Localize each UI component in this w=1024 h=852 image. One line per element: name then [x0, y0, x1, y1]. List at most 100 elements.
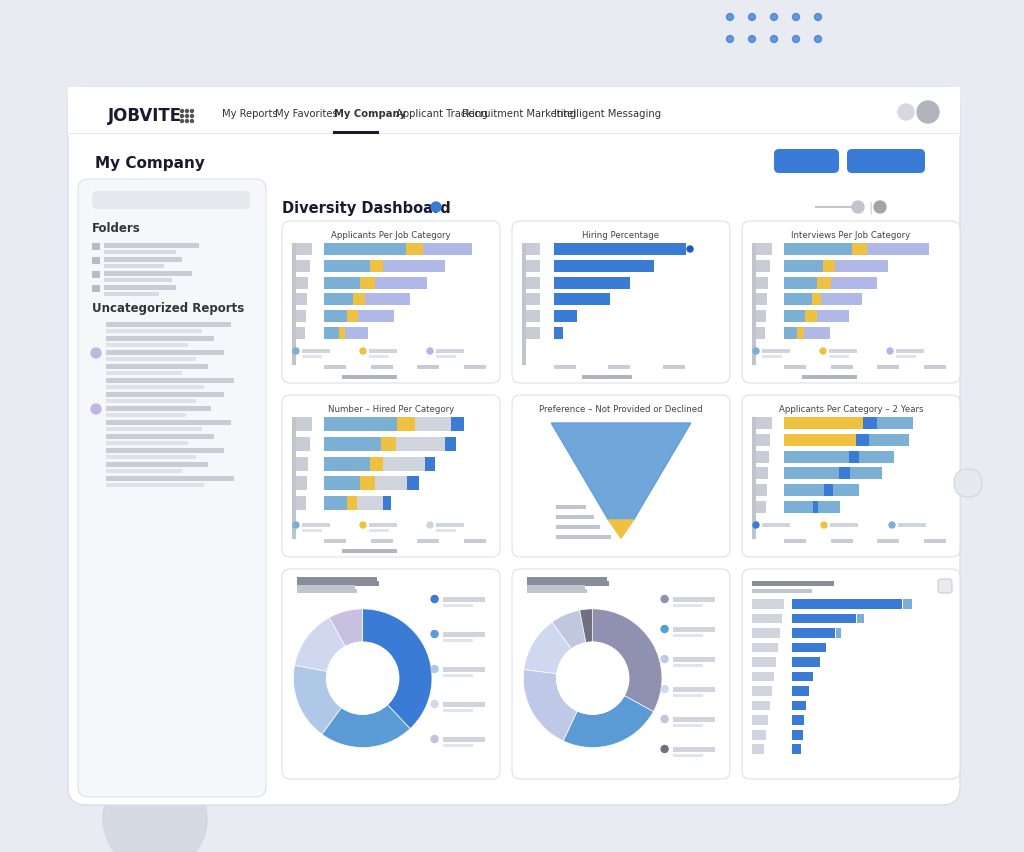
FancyBboxPatch shape [92, 192, 250, 210]
Circle shape [185, 120, 188, 124]
Bar [106, 441, 188, 446]
Bar [106, 350, 224, 355]
Bar [792, 716, 804, 725]
Bar [849, 451, 858, 463]
Bar [302, 355, 322, 359]
Bar [381, 437, 395, 452]
Bar [673, 747, 715, 752]
Circle shape [427, 348, 433, 354]
Bar [792, 687, 809, 696]
Bar [554, 294, 609, 306]
Text: Diversity Dashboard: Diversity Dashboard [282, 200, 451, 216]
Bar [527, 585, 585, 590]
Bar [824, 485, 833, 497]
Bar [324, 477, 359, 491]
Bar [296, 277, 308, 290]
FancyBboxPatch shape [78, 180, 266, 797]
Circle shape [687, 247, 693, 253]
Bar [527, 590, 587, 593]
Bar [830, 366, 853, 370]
Bar [663, 366, 685, 370]
Text: Hiring Percentage: Hiring Percentage [583, 230, 659, 239]
Bar [106, 421, 231, 425]
Circle shape [91, 348, 101, 359]
Bar [556, 515, 594, 520]
Bar [836, 629, 841, 638]
Bar [784, 261, 823, 273]
Circle shape [662, 686, 668, 693]
Bar [442, 632, 484, 637]
Circle shape [185, 115, 188, 118]
Bar [395, 437, 444, 452]
Circle shape [431, 700, 438, 708]
Bar [106, 343, 188, 348]
Bar [104, 272, 193, 277]
Circle shape [190, 115, 194, 118]
Bar [673, 665, 702, 667]
Text: |: | [868, 201, 872, 214]
Bar [370, 457, 383, 471]
FancyBboxPatch shape [774, 150, 839, 174]
Bar [878, 539, 899, 544]
Circle shape [662, 625, 668, 633]
Bar [752, 417, 756, 539]
Circle shape [753, 348, 759, 354]
Bar [554, 244, 686, 256]
Bar [106, 483, 204, 487]
Bar [526, 328, 540, 340]
Bar [522, 244, 526, 366]
Bar [442, 744, 473, 747]
Bar [416, 417, 452, 431]
Circle shape [427, 522, 433, 528]
Bar [106, 400, 196, 404]
Circle shape [431, 630, 438, 638]
Bar [297, 590, 357, 593]
Bar [292, 244, 296, 366]
Bar [444, 437, 456, 452]
Bar [104, 265, 164, 268]
Bar [792, 745, 801, 754]
Bar [833, 485, 858, 497]
Bar [526, 311, 540, 323]
Bar [106, 428, 202, 431]
Bar [527, 578, 607, 582]
Bar [829, 355, 849, 359]
Bar [752, 687, 772, 696]
Bar [526, 244, 540, 256]
Bar [784, 328, 797, 340]
Bar [375, 477, 408, 491]
FancyBboxPatch shape [282, 222, 500, 383]
Circle shape [431, 665, 438, 673]
Bar [358, 311, 394, 323]
Text: JOBVITE: JOBVITE [108, 106, 182, 125]
FancyBboxPatch shape [742, 395, 961, 557]
Bar [784, 366, 806, 370]
Bar [324, 539, 346, 544]
FancyBboxPatch shape [512, 222, 730, 383]
Bar [850, 468, 882, 480]
Bar [324, 497, 347, 510]
Text: My Reports: My Reports [222, 109, 278, 119]
Circle shape [662, 716, 668, 722]
Bar [452, 417, 464, 431]
Bar [784, 502, 813, 514]
Bar [104, 257, 182, 262]
Bar [324, 244, 406, 256]
Bar [324, 366, 346, 370]
Bar [582, 376, 632, 379]
Circle shape [889, 522, 895, 528]
Bar [104, 285, 176, 291]
Bar [554, 261, 653, 273]
Bar [852, 244, 867, 256]
Wedge shape [552, 610, 586, 649]
Bar [673, 724, 702, 727]
Circle shape [749, 14, 756, 21]
Bar [383, 497, 391, 510]
Bar [296, 328, 305, 340]
Bar [92, 257, 100, 265]
Text: Number – Hired Per Category: Number – Hired Per Category [328, 404, 454, 413]
Text: Applicant Tracking: Applicant Tracking [396, 109, 487, 119]
Bar [756, 468, 768, 480]
Bar [784, 311, 805, 323]
Bar [324, 417, 397, 431]
